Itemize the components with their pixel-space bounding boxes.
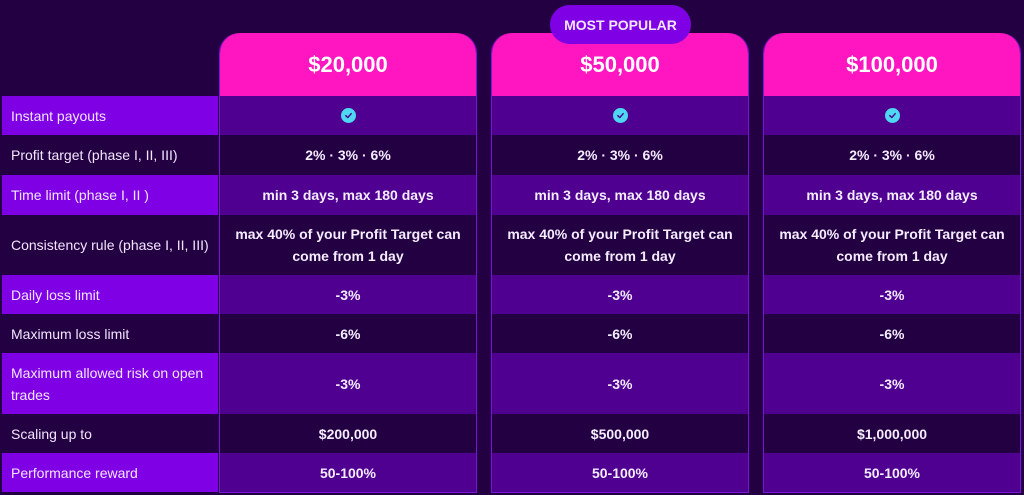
plan-title: $20,000 [220, 33, 476, 96]
most-popular-badge: MOST POPULAR [550, 5, 691, 44]
row-label-scaling: Scaling up to [11, 425, 92, 442]
consistency-rule-value: max 40% of your Profit Target can come f… [492, 215, 748, 275]
time-limit-value: min 3 days, max 180 days [220, 175, 476, 215]
check-icon [884, 108, 900, 123]
scaling-value: $500,000 [492, 414, 748, 453]
performance-reward-value: 50-100% [220, 453, 476, 492]
profit-target-value: 2% · 3% · 6% [492, 135, 748, 175]
check-icon [612, 108, 628, 123]
time-limit-value: min 3 days, max 180 days [492, 175, 748, 215]
row-label-performance-reward: Performance reward [2, 453, 218, 492]
maximum-loss-limit-value: -6% [492, 314, 748, 353]
instant-payouts-value [492, 96, 748, 135]
profit-target-value: 2% · 3% · 6% [764, 135, 1020, 175]
row-label-instant-payouts: Instant payouts [2, 96, 218, 135]
profit-target-value: 2% · 3% · 6% [220, 135, 476, 175]
scaling-value: $1,000,000 [764, 414, 1020, 453]
max-risk-open-trades-value: -3% [220, 353, 476, 414]
daily-loss-limit-value: -3% [220, 275, 476, 314]
plan-title: $100,000 [764, 33, 1020, 96]
row-label-max-risk-open-trades: Maximum allowed risk on open trades [2, 353, 218, 414]
plan-column-50000[interactable]: $50,000 2% · 3% · 6% min 3 days, max 180… [491, 33, 749, 493]
max-risk-open-trades-value: -3% [764, 353, 1020, 414]
row-label-time-limit: Time limit (phase I, II ) [2, 175, 218, 215]
instant-payouts-value [220, 96, 476, 135]
scaling-value: $200,000 [220, 414, 476, 453]
consistency-rule-value: max 40% of your Profit Target can come f… [220, 215, 476, 275]
instant-payouts-value [764, 96, 1020, 135]
plan-column-20000[interactable]: $20,000 2% · 3% · 6% min 3 days, max 180… [219, 33, 477, 493]
max-risk-open-trades-value: -3% [492, 353, 748, 414]
maximum-loss-limit-value: -6% [764, 314, 1020, 353]
row-label-profit-target: Profit target (phase I, II, III) [11, 147, 178, 163]
check-icon [340, 108, 356, 123]
consistency-rule-value: max 40% of your Profit Target can come f… [764, 215, 1020, 275]
plan-column-100000[interactable]: $100,000 2% · 3% · 6% min 3 days, max 18… [763, 33, 1021, 493]
row-label-daily-loss-limit: Daily loss limit [2, 275, 218, 314]
time-limit-value: min 3 days, max 180 days [764, 175, 1020, 215]
daily-loss-limit-value: -3% [492, 275, 748, 314]
row-label-maximum-loss-limit: Maximum loss limit [11, 325, 130, 342]
maximum-loss-limit-value: -6% [220, 314, 476, 353]
row-label-consistency-rule: Consistency rule (phase I, II, III) [11, 237, 209, 253]
performance-reward-value: 50-100% [764, 453, 1020, 492]
performance-reward-value: 50-100% [492, 453, 748, 492]
feature-labels: Instant payouts Profit target (phase I, … [2, 96, 218, 492]
daily-loss-limit-value: -3% [764, 275, 1020, 314]
